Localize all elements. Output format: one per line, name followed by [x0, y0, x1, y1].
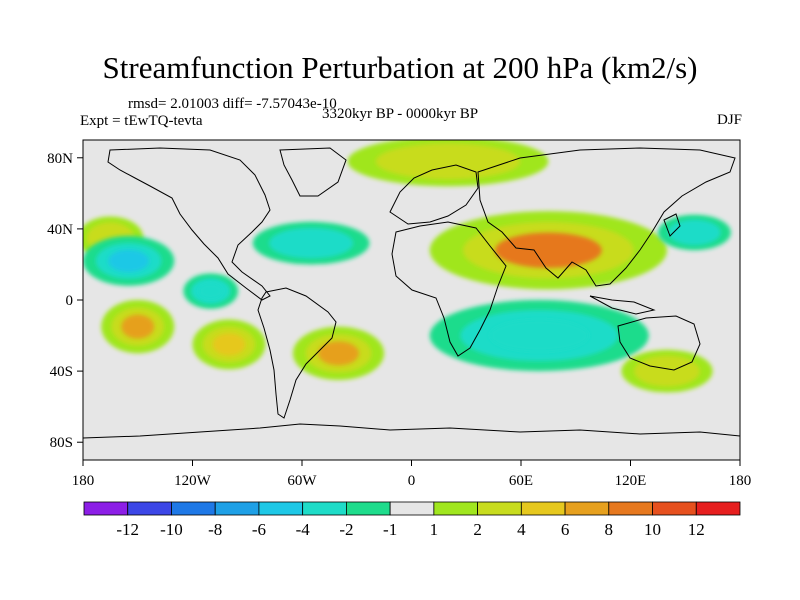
coastline-japan — [663, 213, 681, 237]
colorbar-swatch — [214, 501, 260, 516]
y-tick-label: 80N — [47, 151, 73, 167]
feature-southern-ocean-positive-inner — [634, 355, 700, 387]
colorbar-swatch — [564, 501, 610, 516]
season-label: DJF — [716, 112, 742, 128]
stats-text: rmsd= 2.01003 diff= -7.57043e-10 — [128, 96, 337, 112]
map-background — [83, 140, 740, 460]
colorbar-label: 6 — [561, 520, 570, 539]
colorbar-swatch — [83, 501, 129, 516]
colorbar-swatch — [258, 501, 304, 516]
feature-arctic-positive-inner — [375, 143, 521, 180]
feature-south-pacific-positive-core — [121, 314, 155, 339]
colorbar-label: 8 — [605, 520, 614, 539]
colorbar-label: 2 — [473, 520, 482, 539]
colorbar-swatch — [127, 501, 172, 516]
x-tick-label: 180 — [729, 473, 752, 489]
coastline-south-america — [257, 287, 337, 419]
colorbar-swatch — [695, 501, 741, 516]
x-tick-label: 60E — [509, 473, 533, 489]
colorbar-swatch — [652, 501, 697, 516]
x-tick-label: 60W — [287, 473, 317, 489]
x-tick-label: 0 — [408, 473, 416, 489]
coastline-africa — [391, 221, 507, 357]
feature-north-pacific-negative-core — [108, 249, 150, 273]
y-tick-label: 80S — [50, 435, 73, 451]
feature-indian-ocean-negative-core — [489, 319, 589, 352]
y-tick-label: 40N — [47, 222, 73, 238]
colorbar-label: 4 — [517, 520, 526, 539]
experiment-label: Expt = tEwTQ-tevta — [80, 113, 203, 129]
colorbar-label: -1 — [383, 520, 397, 539]
colorbar-label: 1 — [430, 520, 439, 539]
colorbar-swatch — [433, 501, 479, 516]
colorbar-swatch — [171, 501, 216, 516]
colorbar-label: -2 — [339, 520, 353, 539]
colorbar-swatch — [389, 501, 435, 516]
coastline-north-america — [107, 147, 271, 301]
y-tick-label: 0 — [66, 293, 74, 309]
colorbar-label: 12 — [688, 520, 705, 539]
colorbar-label: -4 — [296, 520, 311, 539]
coastline-australia — [617, 315, 701, 371]
period-label: 3320kyr BP - 0000kyr BP — [322, 106, 479, 122]
colorbar-label: -10 — [160, 520, 183, 539]
colorbar-swatch — [477, 501, 522, 516]
feature-south-atlantic-positive-core — [317, 341, 360, 366]
colorbar-label: 10 — [644, 520, 661, 539]
feature-west-pacific-negative-inner — [668, 219, 721, 246]
x-tick-label: 180 — [72, 473, 95, 489]
coastline-europe — [389, 164, 479, 225]
feature-north-atlantic-negative-inner — [269, 227, 354, 259]
x-tick-label: 120E — [615, 473, 647, 489]
colorbar-swatch — [345, 501, 391, 516]
colorbar-label: -12 — [116, 520, 139, 539]
colorbar-swatch — [520, 501, 566, 516]
y-tick-label: 40S — [50, 364, 73, 380]
colorbar-label: -6 — [252, 520, 266, 539]
feature-asia-positive-core — [494, 232, 602, 268]
feature-caribbean-negative-core — [198, 283, 224, 300]
colorbar-swatch — [302, 501, 347, 516]
coastline-asia — [477, 147, 736, 287]
feature-south-america-positive-core — [212, 333, 246, 356]
coastline-antarctica — [83, 423, 740, 439]
chart-title: Streamfunction Perturbation at 200 hPa (… — [102, 50, 698, 85]
x-tick-label: 120W — [174, 473, 212, 489]
coastline-greenland — [279, 147, 347, 197]
colorbar-label: -8 — [208, 520, 222, 539]
colorbar-swatch — [608, 501, 653, 516]
coastline-indonesia — [589, 295, 656, 315]
